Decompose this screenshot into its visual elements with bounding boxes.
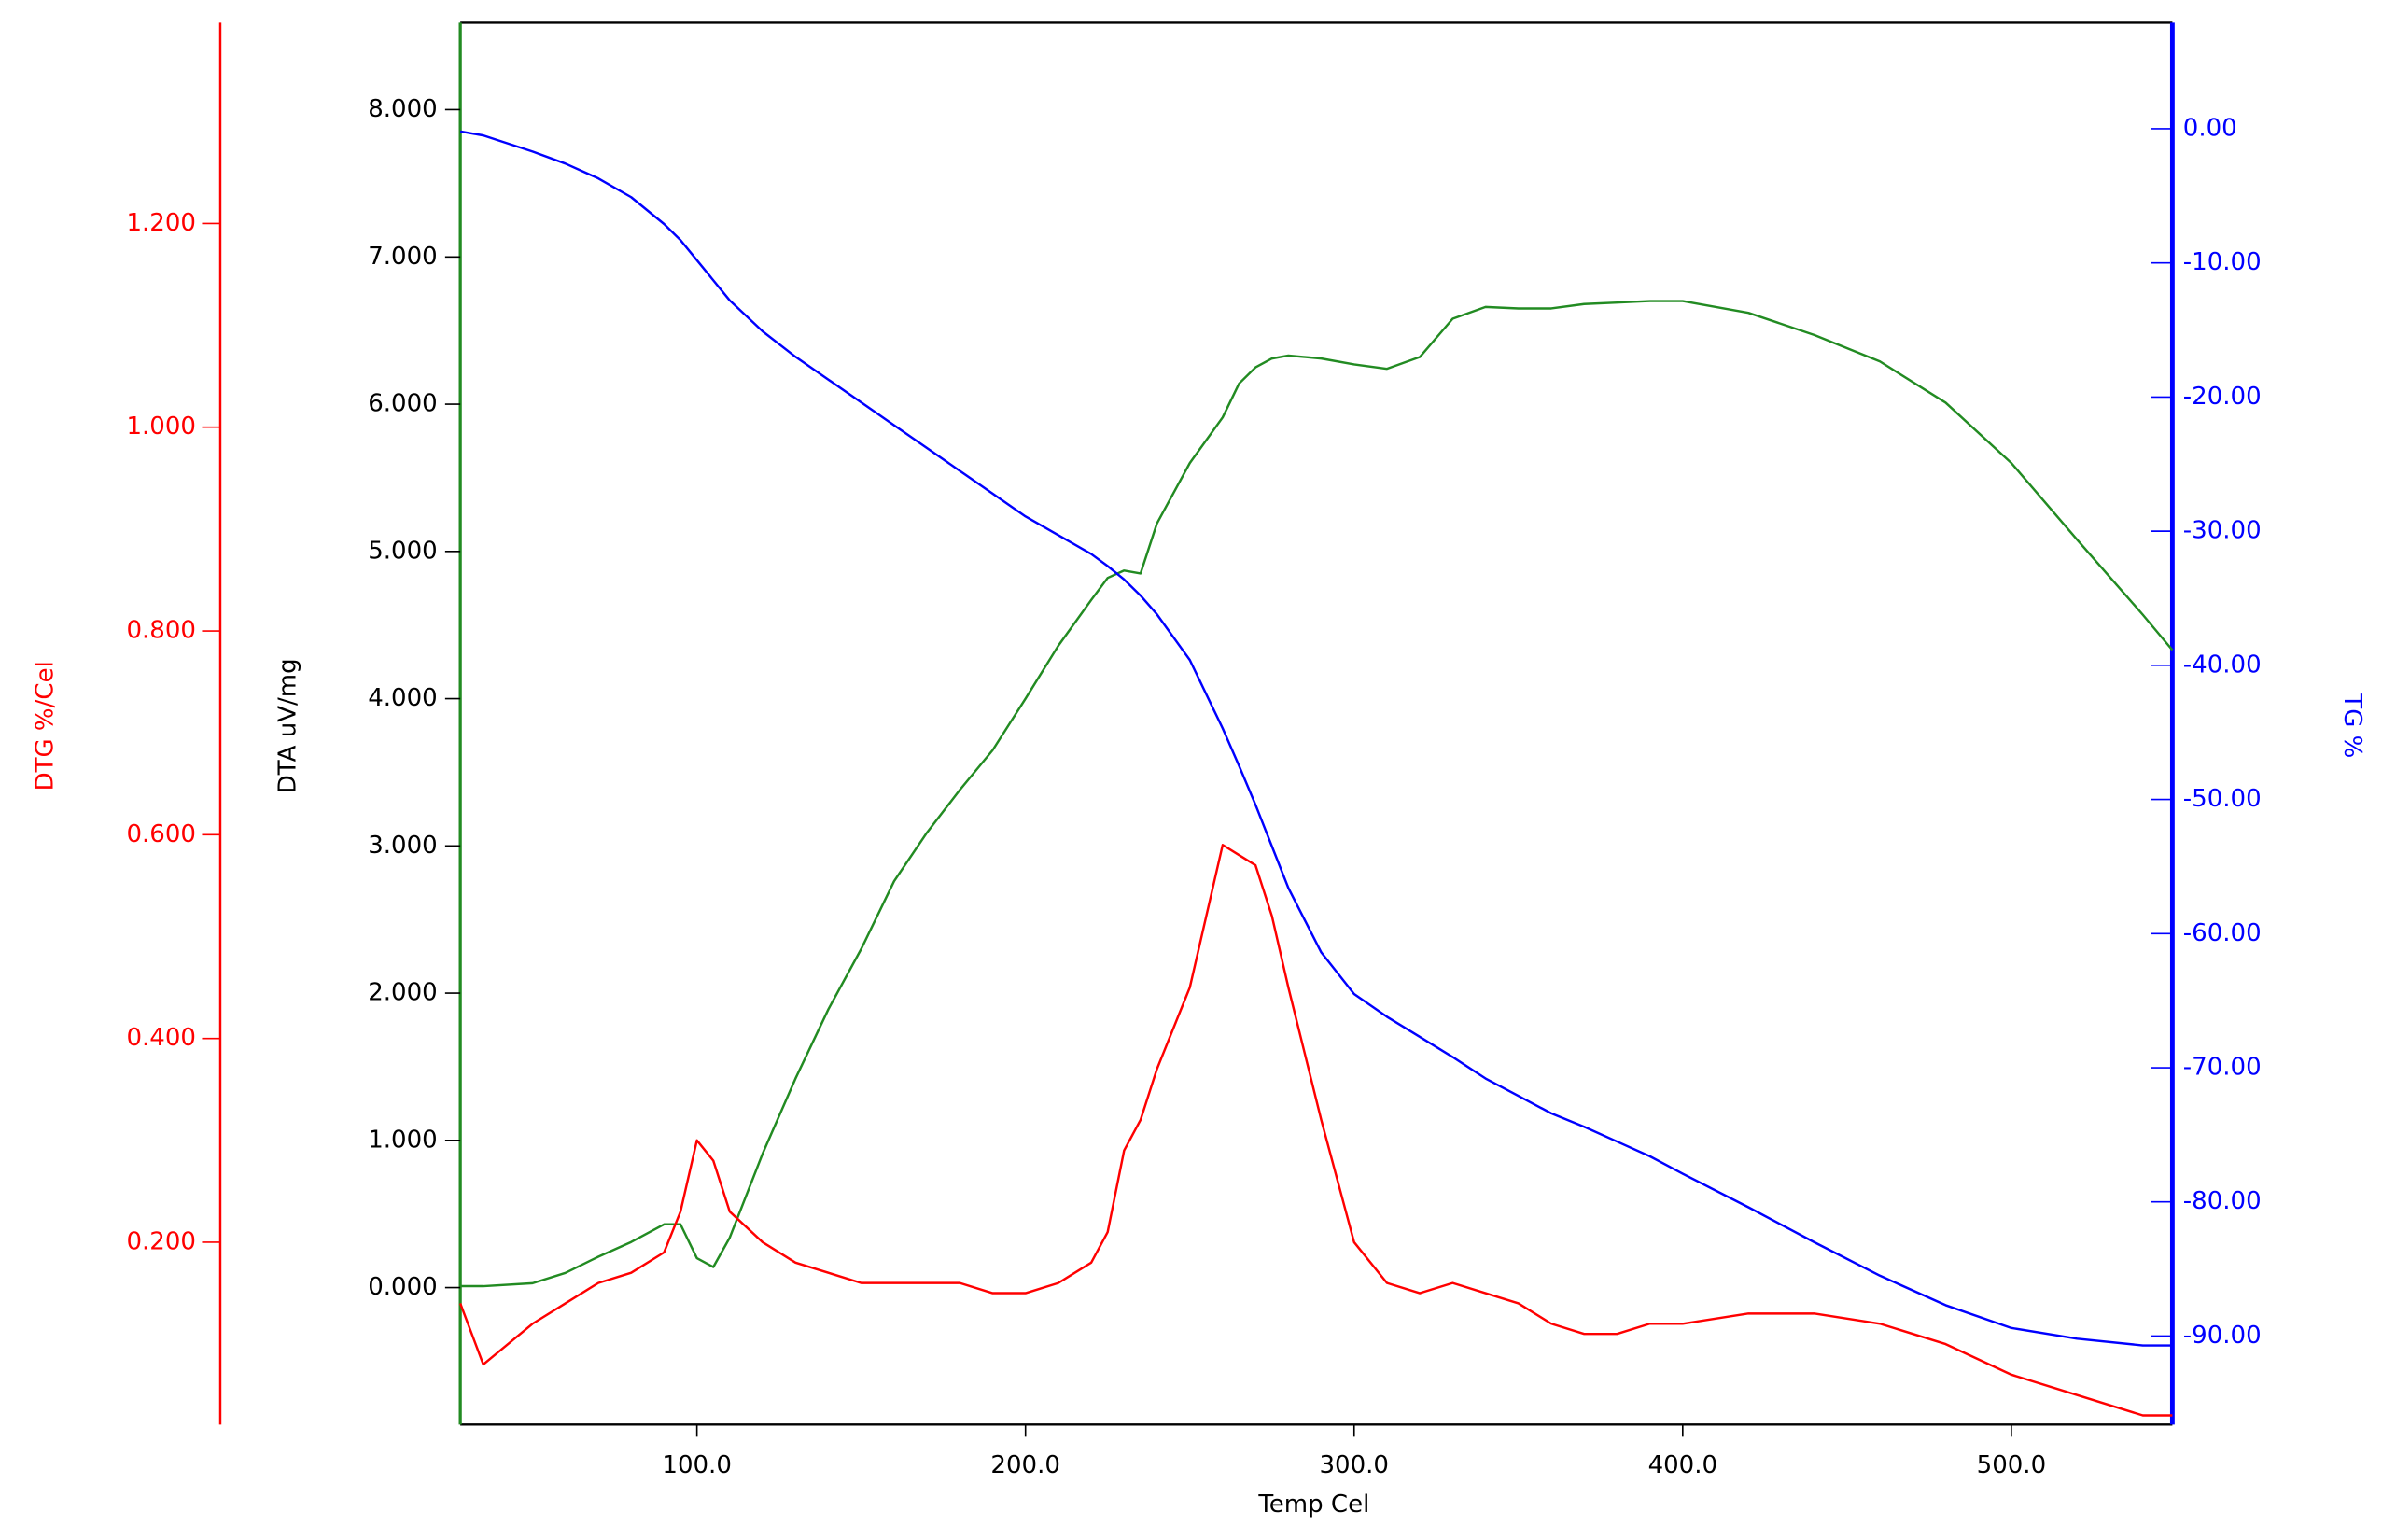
y2-tick-label: -80.00 [2183,1187,2262,1215]
y-tick-label: 3.000 [368,832,437,860]
y2-tick-label: -10.00 [2183,248,2262,276]
y2-tick-label: -40.00 [2183,651,2262,679]
y2-tick-label: -90.00 [2183,1322,2262,1350]
y3-tick-label: 0.600 [126,820,195,848]
series-line [459,844,2173,1417]
y3-tick-label: 1.000 [126,413,195,441]
y3-axis-title: DTG %/Cel [31,661,59,791]
y3-tick-label: 0.200 [126,1227,195,1255]
y2-axis-title: TG % [2338,693,2366,758]
y-tick-label: 5.000 [368,537,437,565]
y-tick-label: 6.000 [368,390,437,418]
y-tick-label: 7.000 [368,243,437,271]
y-tick-label: 4.000 [368,684,437,712]
x-tick-label: 200.0 [990,1451,1059,1479]
y2-tick-label: -20.00 [2183,383,2262,411]
series-line [459,130,2173,1347]
y2-tick-label: 0.00 [2183,114,2237,142]
y3-tick-label: 0.400 [126,1024,195,1052]
x-tick-label: 400.0 [1648,1451,1717,1479]
x-axis-title: Temp Cel [1257,1491,1369,1519]
series-line [460,300,2174,1288]
y2-tick-label: -50.00 [2183,785,2262,813]
y-axis-title: DTA uV/mg [274,658,302,793]
x-tick-label: 100.0 [662,1451,731,1479]
y-tick-label: 8.000 [368,95,437,123]
y2-tick-label: -30.00 [2183,517,2262,545]
y2-tick-label: -70.00 [2183,1054,2262,1082]
x-tick-label: 300.0 [1320,1451,1389,1479]
y3-tick-label: 0.800 [126,617,195,645]
y3-tick-label: 1.200 [126,209,195,237]
x-tick-label: 500.0 [1977,1451,2046,1479]
y-tick-label: 2.000 [368,979,437,1007]
y-tick-label: 1.000 [368,1126,437,1154]
y-tick-label: 0.000 [368,1273,437,1301]
y2-tick-label: -60.00 [2183,919,2262,947]
